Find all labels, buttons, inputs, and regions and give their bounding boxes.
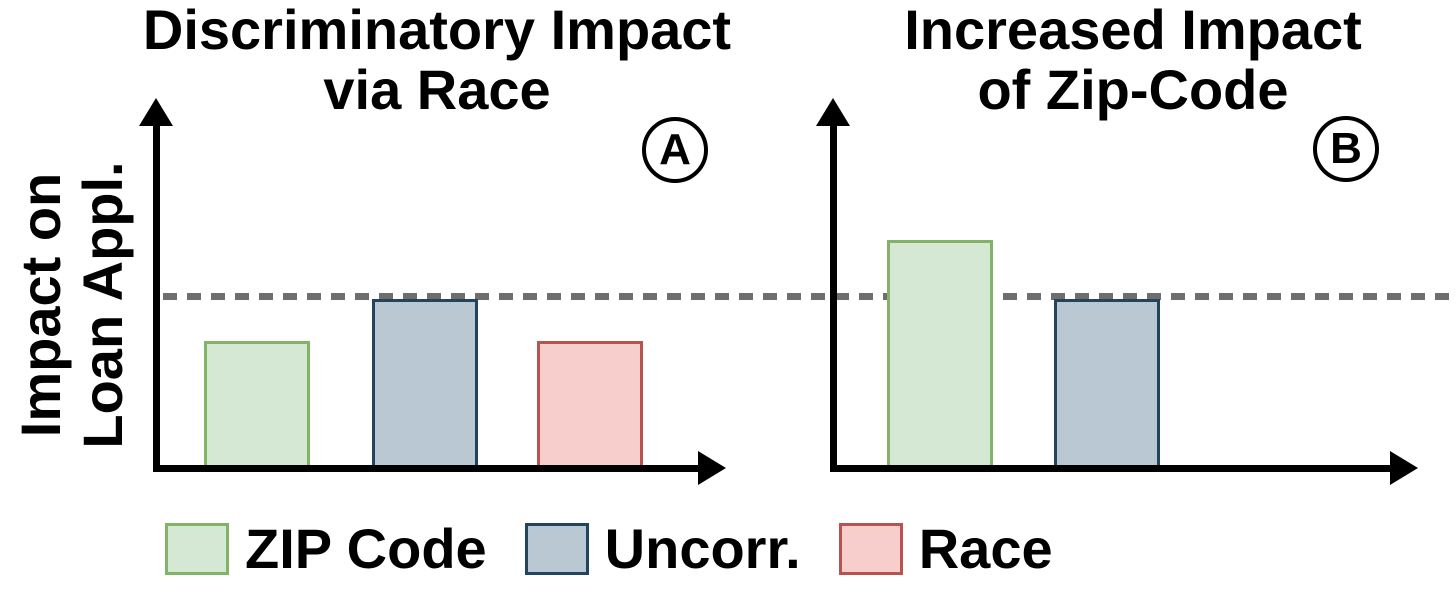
panel-a-badge: A — [642, 117, 708, 183]
bar-b-zip — [887, 240, 993, 468]
zip-code-swatch-icon — [165, 523, 229, 575]
y-axis-label-line1: Impact on — [9, 172, 72, 438]
panel-a-title-line1: Discriminatory Impact — [142, 0, 732, 61]
legend-item-zip-code: ZIP Code — [165, 521, 487, 577]
panel-b-title: Increased Impact of Zip-Code — [833, 0, 1433, 120]
y-axis-label: Impact on Loan Appl. — [2, 5, 142, 597]
panel-b-y-axis-arrow-icon — [816, 98, 850, 126]
panel-a-badge-letter: A — [659, 125, 691, 174]
legend-label-uncorr: Uncorr. — [604, 517, 801, 580]
legend-item-race: Race — [838, 517, 1053, 580]
legend: ZIP Code Uncorr. Race — [165, 521, 1091, 577]
bar-a-zip — [204, 341, 310, 468]
panel-b-badge-letter: B — [1330, 124, 1362, 173]
panel-b-title-line2: of Zip-Code — [977, 58, 1289, 121]
dashed-reference-line — [163, 293, 1456, 300]
y-axis-label-line2: Loan Appl. — [71, 161, 134, 449]
uncorr-swatch-icon — [524, 523, 589, 575]
bar-a-uncorr — [372, 299, 478, 468]
panel-a-title-line2: via Race — [323, 58, 551, 121]
panel-b-x-axis-line — [830, 465, 1395, 472]
panel-a-y-axis-line — [153, 124, 160, 472]
panel-b-y-axis-line — [830, 124, 837, 472]
panel-b-badge: B — [1313, 116, 1379, 182]
panel-a-title: Discriminatory Impact via Race — [137, 0, 737, 120]
race-swatch-icon — [838, 523, 903, 575]
legend-label-zip-code: ZIP Code — [245, 517, 487, 580]
panel-a-x-axis-arrow-icon — [698, 451, 726, 485]
panel-b-x-axis-arrow-icon — [1390, 451, 1418, 485]
legend-item-uncorr: Uncorr. — [524, 517, 801, 580]
bar-b-uncorr — [1054, 299, 1160, 468]
panel-a-x-axis-line — [153, 465, 703, 472]
legend-label-race: Race — [918, 517, 1053, 580]
bar-a-race — [537, 341, 643, 468]
panel-b-title-line1: Increased Impact — [904, 0, 1362, 61]
panel-a-y-axis-arrow-icon — [139, 98, 173, 126]
